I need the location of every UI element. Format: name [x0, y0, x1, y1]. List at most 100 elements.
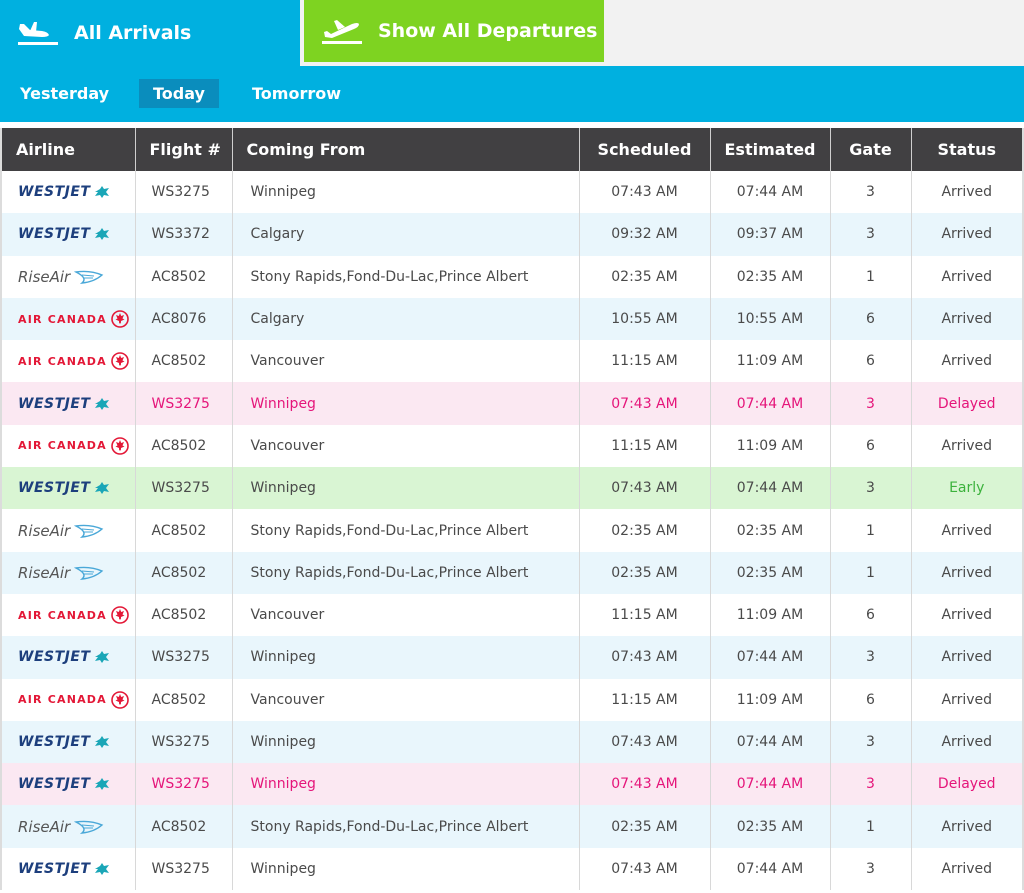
cell-status: Arrived — [911, 805, 1022, 848]
cell-airline: WESTJET — [2, 636, 136, 679]
cell-scheduled: 02:35 AM — [579, 509, 711, 552]
table-row[interactable]: WESTJET WS3275 Winnipeg 07:43 AM 07:44 AM 3 Ar… — [2, 847, 1022, 891]
cell-coming-from: Winnipeg — [232, 720, 580, 764]
riseair-wing-icon — [74, 524, 104, 538]
cell-gate: 3 — [830, 847, 912, 891]
table-row[interactable]: WESTJET WS3275 Winnipeg 07:43 AM 07:44 AM 3 De… — [2, 382, 1022, 425]
table-row[interactable]: WESTJET WS3275 Winnipeg 07:43 AM 07:44 AM 3 Ar… — [2, 636, 1022, 679]
riseair-logo: RiseAir — [18, 806, 134, 848]
cell-airline: RiseAir — [2, 509, 136, 552]
table-row[interactable]: RiseAir AC8502 Stony Rapids,Fond-Du-Lac,Pr… — [2, 805, 1022, 848]
cell-flight: AC8076 — [135, 297, 233, 341]
cell-coming-from: Winnipeg — [232, 763, 580, 806]
airline-name: AIR CANADA — [18, 693, 107, 707]
air-canada-roundel-icon — [111, 310, 129, 328]
cell-status: Arrived — [911, 213, 1022, 256]
cell-airline: WESTJET — [2, 467, 136, 510]
table-row[interactable]: WESTJET WS3275 Winnipeg 07:43 AM 07:44 AM 3 De… — [2, 763, 1022, 806]
westjet-logo: WESTJET — [18, 467, 134, 509]
cell-scheduled: 07:43 AM — [579, 171, 711, 214]
cell-airline: AIR CANADA — [2, 678, 136, 721]
cell-gate: 6 — [830, 297, 912, 341]
westjet-logo: WESTJET — [18, 721, 134, 763]
tab-show-all-departures[interactable]: Show All Departures — [304, 0, 604, 62]
tab-all-arrivals-label: All Arrivals — [74, 22, 192, 44]
cell-flight: AC8502 — [135, 805, 233, 848]
header-coming-from: Coming From — [232, 128, 580, 171]
westjet-logo: WESTJET — [18, 171, 134, 213]
cell-gate: 3 — [830, 720, 912, 764]
aircanada-logo: AIR CANADA — [18, 298, 134, 340]
westjet-maple-leaf-icon — [95, 862, 110, 875]
table-row[interactable]: AIR CANADA AC8502 Vancouver 11:15 AM 11:09 A… — [2, 678, 1022, 721]
cell-gate: 3 — [830, 636, 912, 679]
cell-scheduled: 02:35 AM — [579, 551, 711, 594]
table-row[interactable]: WESTJET WS3275 Winnipeg 07:43 AM 07:44 AM 3 Ar… — [2, 720, 1022, 764]
cell-status: Delayed — [911, 382, 1022, 425]
cell-coming-from: Winnipeg — [232, 636, 580, 679]
table-row[interactable]: RiseAir AC8502 Stony Rapids,Fond-Du-Lac,Pr… — [2, 551, 1022, 594]
westjet-maple-leaf-icon — [95, 778, 110, 791]
airline-name: AIR CANADA — [18, 608, 107, 622]
cell-estimated: 07:44 AM — [710, 847, 831, 891]
cell-status: Arrived — [911, 340, 1022, 383]
cell-gate: 3 — [830, 763, 912, 806]
cell-coming-from: Stony Rapids,Fond-Du-Lac,Prince Albert — [232, 255, 580, 298]
cell-scheduled: 09:32 AM — [579, 213, 711, 256]
cell-flight: WS3372 — [135, 213, 233, 256]
riseair-logo: RiseAir — [18, 256, 134, 298]
cell-estimated: 07:44 AM — [710, 636, 831, 679]
arrivals-table: Airline Flight # Coming From Scheduled E… — [2, 128, 1022, 891]
cell-scheduled: 07:43 AM — [579, 847, 711, 891]
cell-flight: AC8502 — [135, 255, 233, 298]
table-row[interactable]: AIR CANADA AC8502 Vancouver 11:15 AM 11:09 A… — [2, 340, 1022, 383]
air-canada-roundel-icon — [111, 606, 129, 624]
cell-flight: WS3275 — [135, 636, 233, 679]
cell-gate: 3 — [830, 382, 912, 425]
cell-estimated: 02:35 AM — [710, 551, 831, 594]
table-header-row: Airline Flight # Coming From Scheduled E… — [2, 128, 1022, 171]
airline-name: WESTJET — [18, 226, 91, 243]
table-row[interactable]: AIR CANADA AC8502 Vancouver 11:15 AM 11:09 A… — [2, 593, 1022, 637]
table-row[interactable]: RiseAir AC8502 Stony Rapids,Fond-Du-Lac,Pr… — [2, 509, 1022, 552]
tab-show-all-departures-label: Show All Departures — [378, 20, 598, 42]
cell-status: Arrived — [911, 255, 1022, 298]
cell-status: Arrived — [911, 509, 1022, 552]
cell-scheduled: 07:43 AM — [579, 720, 711, 764]
westjet-logo: WESTJET — [18, 213, 134, 255]
cell-airline: AIR CANADA — [2, 340, 136, 383]
cell-coming-from: Stony Rapids,Fond-Du-Lac,Prince Albert — [232, 551, 580, 594]
arrivals-table-container: Airline Flight # Coming From Scheduled E… — [0, 128, 1024, 891]
cell-estimated: 07:44 AM — [710, 171, 831, 214]
westjet-maple-leaf-icon — [95, 228, 110, 241]
date-today-button[interactable]: Today — [139, 79, 219, 108]
table-row[interactable]: RiseAir AC8502 Stony Rapids,Fond-Du-Lac,Pr… — [2, 255, 1022, 298]
cell-scheduled: 11:15 AM — [579, 678, 711, 721]
cell-coming-from: Winnipeg — [232, 382, 580, 425]
airline-name: WESTJET — [18, 184, 91, 201]
airline-name: WESTJET — [18, 395, 91, 412]
cell-status: Delayed — [911, 763, 1022, 806]
cell-airline: RiseAir — [2, 551, 136, 594]
table-row[interactable]: WESTJET WS3372 Calgary 09:32 AM 09:37 AM 3 Arr… — [2, 213, 1022, 256]
cell-gate: 1 — [830, 551, 912, 594]
tab-all-arrivals[interactable]: All Arrivals — [0, 0, 300, 66]
cell-flight: AC8502 — [135, 593, 233, 637]
table-row[interactable]: WESTJET WS3275 Winnipeg 07:43 AM 07:44 AM 3 Ea… — [2, 467, 1022, 510]
airline-name: WESTJET — [18, 860, 91, 877]
aircanada-logo: AIR CANADA — [18, 340, 134, 382]
westjet-maple-leaf-icon — [95, 397, 110, 410]
cell-coming-from: Vancouver — [232, 424, 580, 468]
date-tomorrow-button[interactable]: Tomorrow — [252, 84, 341, 103]
aircanada-logo: AIR CANADA — [18, 425, 134, 467]
cell-estimated: 11:09 AM — [710, 678, 831, 721]
aircanada-logo: AIR CANADA — [18, 594, 134, 636]
date-yesterday-button[interactable]: Yesterday — [20, 84, 110, 103]
airline-name: WESTJET — [18, 776, 91, 793]
header-gate: Gate — [830, 128, 912, 171]
table-row[interactable]: AIR CANADA AC8502 Vancouver 11:15 AM 11:09 A… — [2, 424, 1022, 468]
table-row[interactable]: WESTJET WS3275 Winnipeg 07:43 AM 07:44 AM 3 Ar… — [2, 171, 1022, 214]
table-row[interactable]: AIR CANADA AC8076 Calgary 10:55 AM 10:55 AM 6… — [2, 297, 1022, 341]
westjet-maple-leaf-icon — [95, 736, 110, 748]
cell-estimated: 07:44 AM — [710, 467, 831, 510]
